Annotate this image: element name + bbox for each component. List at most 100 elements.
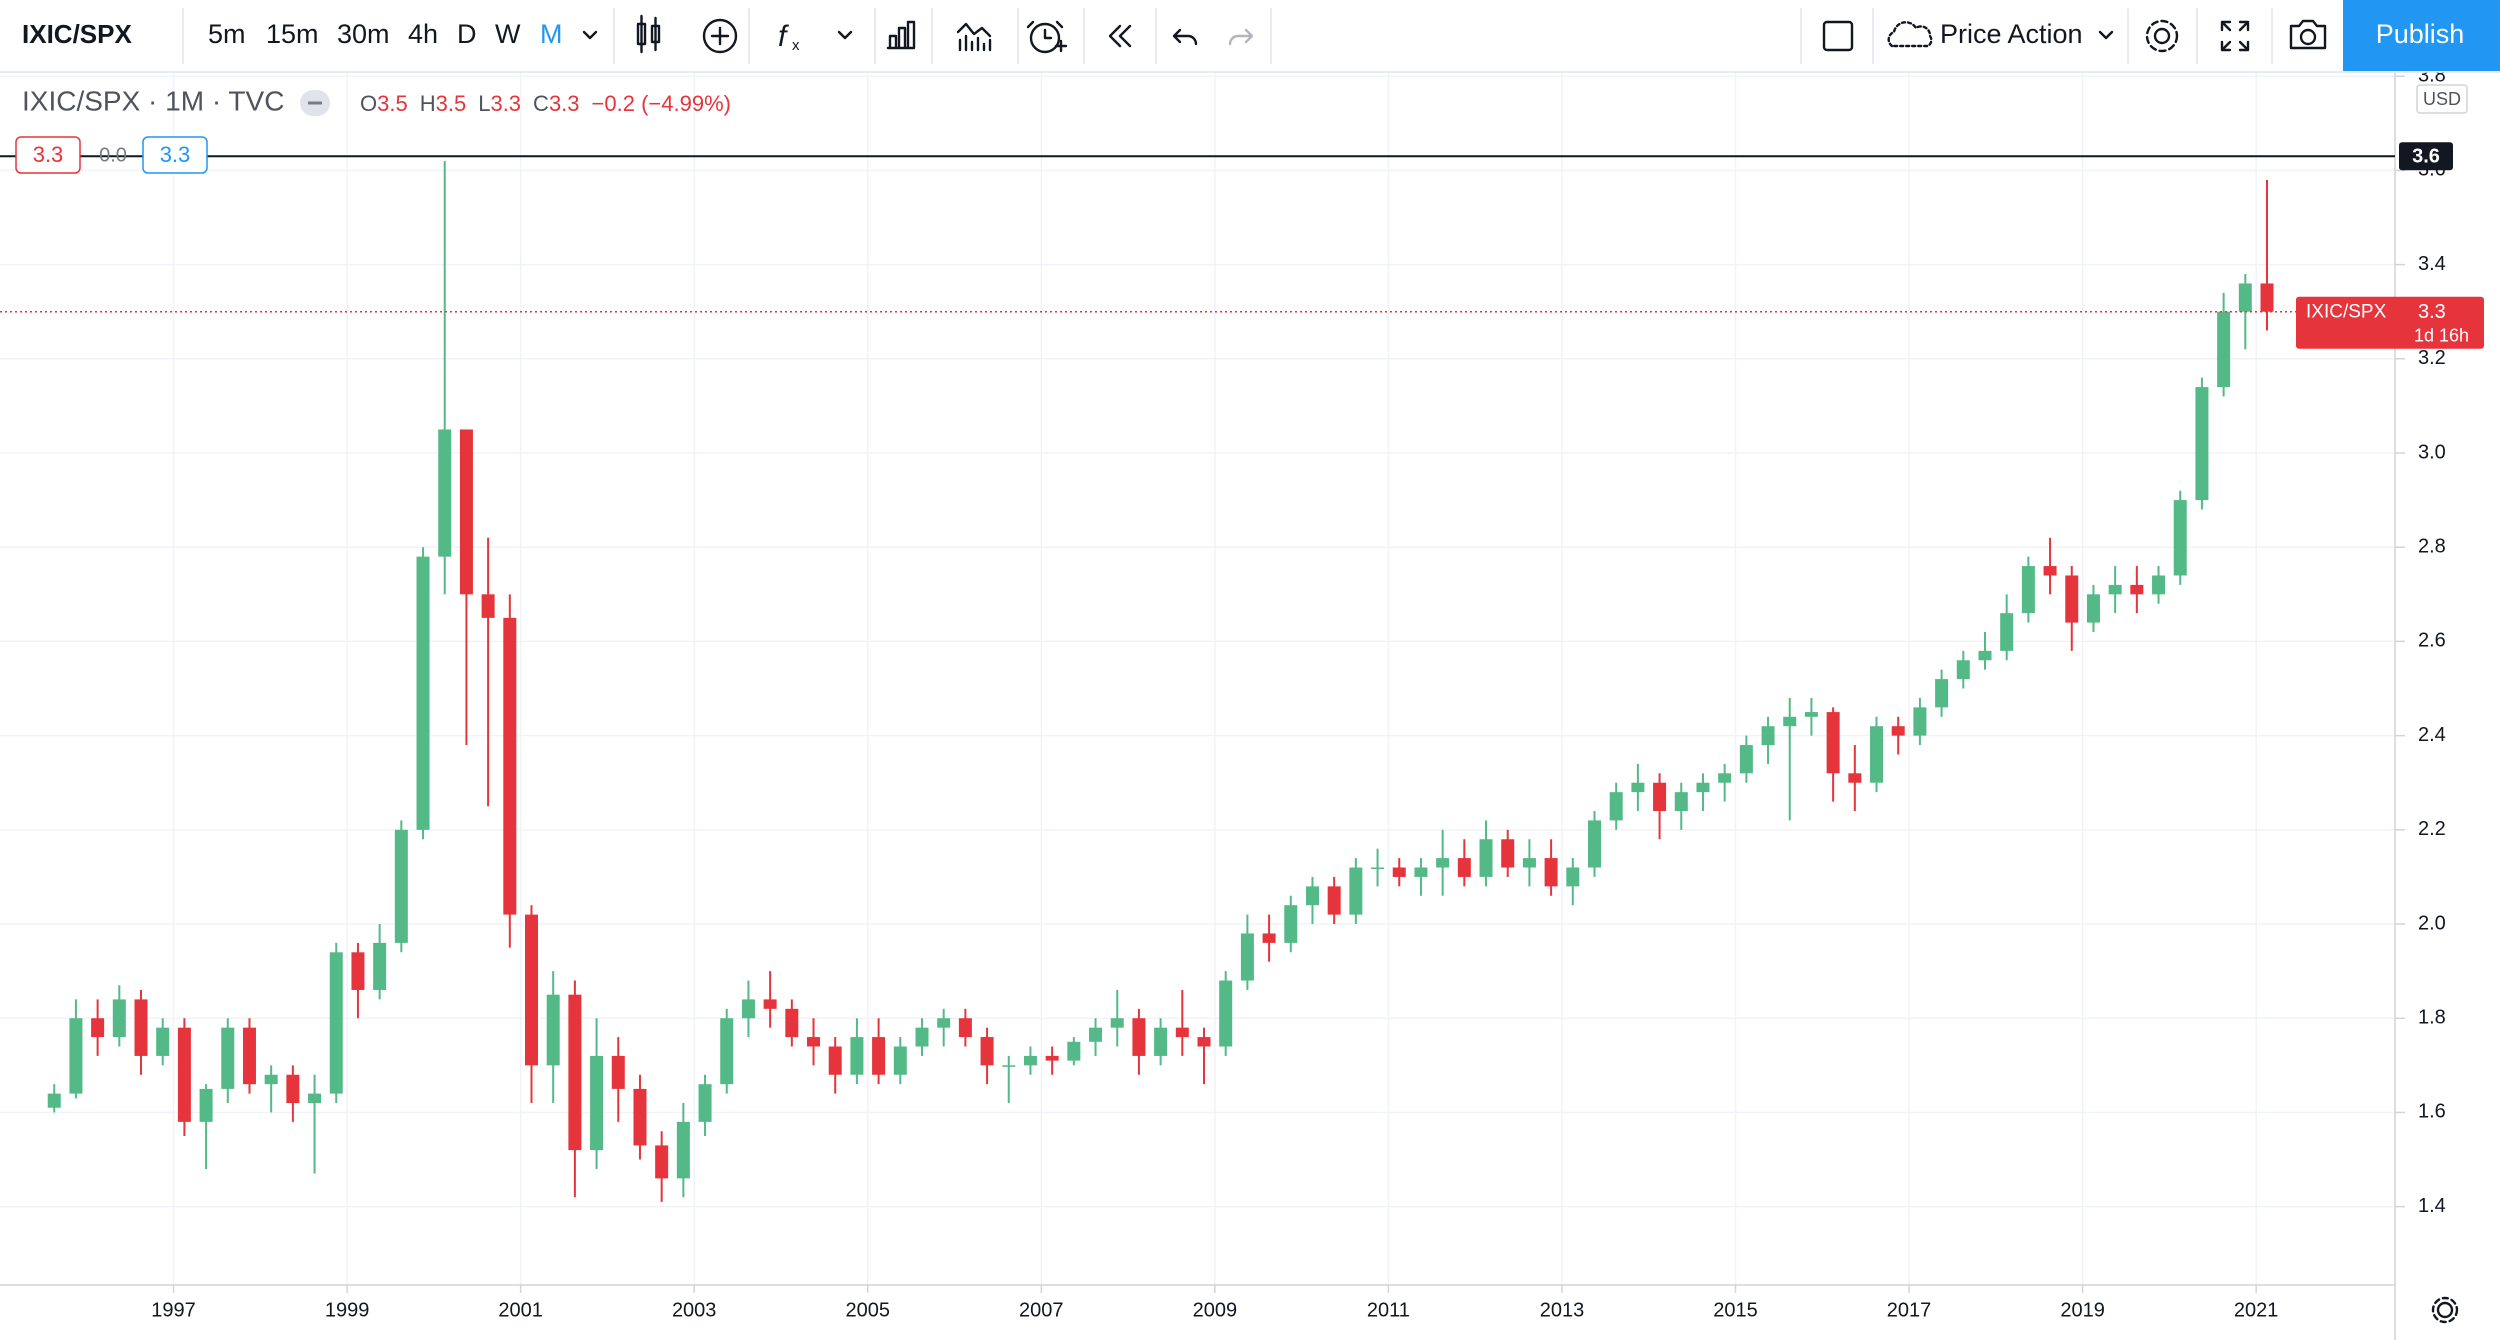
fullscreen-icon[interactable] <box>2220 20 2250 52</box>
symbol[interactable]: IXIC/SPX <box>22 19 132 49</box>
y-tick-label: 2.4 <box>2418 724 2446 746</box>
candle-body <box>546 994 560 1066</box>
y-tick-label: 2.8 <box>2418 536 2446 558</box>
candle-body <box>329 952 343 1094</box>
price-axis <box>2395 72 2500 1340</box>
cloud-icon[interactable] <box>1887 21 1933 48</box>
candle-body <box>503 617 517 915</box>
candle-body <box>1566 867 1580 887</box>
candle-body <box>1956 660 1970 680</box>
clock <box>1029 22 1061 54</box>
candle-body <box>1067 1041 1081 1061</box>
interval[interactable]: 30m <box>337 19 390 49</box>
publish-label[interactable]: Publish <box>2376 19 2465 49</box>
price-label-name: IXIC/SPX <box>2306 302 2387 323</box>
chart-style-icon[interactable] <box>636 14 661 54</box>
time-axis <box>0 1285 2395 1340</box>
candle-body <box>1110 1018 1124 1028</box>
alert-icon[interactable] <box>1026 20 1068 54</box>
ohlc-values: O3.5 H3.5 L3.3 C3.3 −0.2 (−4.99%) <box>360 91 731 116</box>
candle-body <box>2260 283 2274 312</box>
y-tick-label: 3.2 <box>2418 347 2446 369</box>
plus <box>710 26 730 46</box>
gear-teeth <box>2145 19 2179 53</box>
candle-body <box>134 999 148 1056</box>
candle-body <box>893 1046 907 1075</box>
y-tick-label: 2.6 <box>2418 630 2446 652</box>
compare-icon[interactable] <box>886 20 916 50</box>
candle-body <box>590 1055 604 1151</box>
candle-body <box>91 1018 105 1038</box>
ohlc-label: C <box>533 91 549 116</box>
templates-icon[interactable] <box>956 22 992 52</box>
indicators-icon[interactable]: f <box>778 20 789 53</box>
x-tick-label: 2009 <box>1193 1299 1238 1321</box>
candle-body <box>1436 858 1450 868</box>
x-tick-label: 2019 <box>2060 1299 2105 1321</box>
settings-button[interactable] <box>2145 19 2179 53</box>
candle-body <box>633 1088 647 1146</box>
interval[interactable]: 4h <box>408 19 438 49</box>
ohlc-value: 3.3 <box>549 91 580 116</box>
candle-body <box>1718 773 1732 783</box>
interval[interactable]: 5m <box>208 19 246 49</box>
candle-body <box>1457 858 1471 877</box>
interval-menu[interactable] <box>582 30 598 40</box>
candle-body <box>698 1084 712 1122</box>
currency-bg <box>2416 84 2468 114</box>
interval[interactable]: W <box>495 19 521 49</box>
layout-icon[interactable] <box>1822 20 1854 52</box>
candle-body <box>1479 839 1493 877</box>
settings-icon[interactable] <box>2431 1296 2459 1324</box>
template-menu[interactable] <box>2098 30 2114 40</box>
candle-body <box>1891 726 1905 736</box>
candle-body <box>1587 820 1601 868</box>
ohlc-value: 3.5 <box>436 91 467 116</box>
candle-body <box>264 1074 278 1085</box>
add-indicator-icon[interactable] <box>702 18 738 54</box>
redo-icon[interactable] <box>1228 28 1254 46</box>
x-tick-label: 2021 <box>2234 1299 2279 1321</box>
candle-body <box>2152 575 2166 595</box>
candle-body <box>416 556 430 830</box>
candle-body <box>373 942 387 990</box>
replay-icon[interactable] <box>1108 24 1132 48</box>
candle-body <box>1826 712 1840 774</box>
candle-body <box>1240 933 1254 981</box>
undo-icon[interactable] <box>1172 28 1198 46</box>
x-tick-label: 2003 <box>672 1299 717 1321</box>
camera-lens <box>2299 28 2317 46</box>
x-tick-label: 1999 <box>325 1299 370 1321</box>
indicators-icon-sub: x <box>792 37 800 54</box>
toolbar: IXIC/SPX 5m 15m 30m 4h D W M f x <box>0 0 2500 73</box>
interval[interactable]: 15m <box>266 19 319 49</box>
box-frame <box>142 136 208 174</box>
sell-box[interactable]: 3.3 <box>33 142 64 167</box>
candle-body <box>199 1088 213 1122</box>
interval[interactable]: D <box>457 19 477 49</box>
publish-button[interactable] <box>2343 0 2500 71</box>
candle-body <box>221 1027 235 1089</box>
gear-core <box>2436 1301 2454 1319</box>
x-tick-label: 2001 <box>498 1299 543 1321</box>
candle-body <box>459 429 473 595</box>
candle-body <box>1935 679 1949 708</box>
buy-box[interactable]: 3.3 <box>160 142 191 167</box>
candle-body <box>69 1018 83 1094</box>
candle-body <box>481 594 495 618</box>
candle-body <box>1978 650 1992 661</box>
indicators-menu[interactable] <box>837 30 853 40</box>
snapshot-button[interactable] <box>2289 19 2327 50</box>
template-name[interactable]: Price Action <box>1940 19 2083 49</box>
candle-body <box>1631 782 1645 793</box>
candle-body <box>1349 867 1363 915</box>
y-tick-label: 1.6 <box>2418 1101 2446 1123</box>
candle-body <box>2238 283 2252 312</box>
candle-body <box>1154 1027 1168 1056</box>
candle-body <box>1045 1055 1059 1061</box>
candle-body <box>286 1074 300 1104</box>
interval-active[interactable]: M <box>540 19 563 49</box>
